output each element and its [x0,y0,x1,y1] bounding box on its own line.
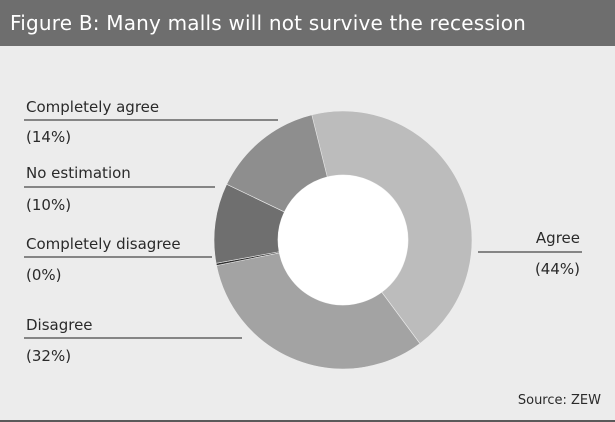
label-agree: Agree [536,229,580,247]
value-no-estimation: (10%) [26,196,71,214]
figure-title: Figure B: Many malls will not survive th… [0,0,615,46]
slice-disagree [216,252,421,370]
value-completely-disagree: (0%) [26,266,62,284]
label-completely-agree: Completely agree [26,98,159,116]
label-completely-disagree: Completely disagree [26,235,181,253]
donut-hole [278,175,408,305]
value-disagree: (32%) [26,347,71,365]
source-note: Source: ZEW [517,393,601,408]
label-disagree: Disagree [26,316,93,334]
value-agree: (44%) [535,260,580,278]
donut-slices [213,110,473,370]
donut-chart: Completely agree (14%) No estimation (10… [24,98,582,370]
label-no-estimation: No estimation [26,164,131,182]
value-completely-agree: (14%) [26,128,71,146]
